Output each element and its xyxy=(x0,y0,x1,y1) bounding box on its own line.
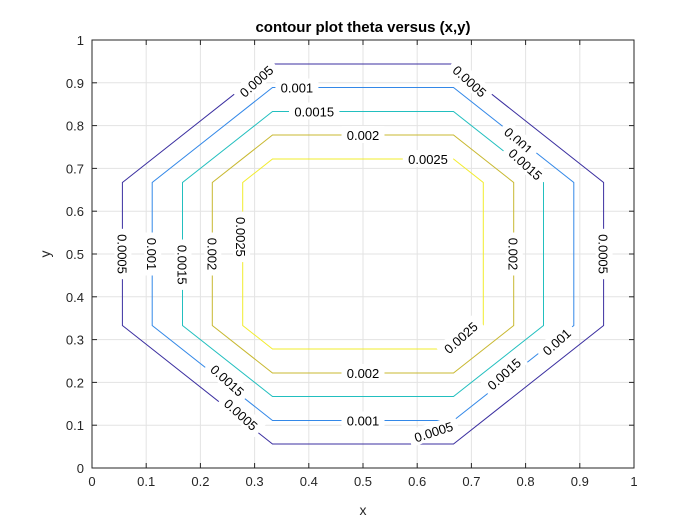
x-tick-label: 0.3 xyxy=(246,474,264,489)
contour-label-bg xyxy=(435,313,485,361)
contour-label-group: 0.0005 xyxy=(595,228,613,280)
x-axis-label: x xyxy=(360,502,367,518)
x-tick-label: 0.1 xyxy=(137,474,155,489)
contour-label-bg xyxy=(479,350,528,397)
x-tick-label: 0.5 xyxy=(354,474,372,489)
y-tick-label: 0.1 xyxy=(66,418,84,433)
contour-label-group: 0.0025 xyxy=(402,150,454,167)
y-tick-label: 0.3 xyxy=(66,333,84,348)
contour-label-0.002: 0.002 xyxy=(347,366,380,381)
contour-label-bg xyxy=(595,228,613,280)
contour-label-0.0015: 0.0015 xyxy=(294,105,334,120)
y-tick-label: 0.7 xyxy=(66,161,84,176)
contour-label-bg xyxy=(217,390,266,438)
contour-label-bg xyxy=(497,119,541,161)
contour-label-bg xyxy=(233,211,251,263)
contour-label-bg xyxy=(341,126,385,143)
y-tick-label: 0.8 xyxy=(66,119,84,134)
contour-label-group: 0.001 xyxy=(341,411,385,429)
contour-label-0.0025: 0.0025 xyxy=(233,217,248,257)
contour-label-bg xyxy=(406,415,460,447)
y-axis-label: y xyxy=(37,251,53,258)
contour-label-bg xyxy=(445,57,495,104)
contour-label-bg xyxy=(341,411,385,429)
contour-label-bg xyxy=(114,228,132,280)
contour-label-group: 0.001 xyxy=(275,78,319,96)
contour-label-bg xyxy=(204,232,222,276)
contour-label-bg xyxy=(505,232,523,276)
y-tick-label: 0.4 xyxy=(66,290,84,305)
x-tick-label: 0.8 xyxy=(517,474,535,489)
contour-label-group: 0.0025 xyxy=(233,211,251,263)
contour-label-group: 0.002 xyxy=(341,126,385,143)
x-tick-label: 0.6 xyxy=(408,474,426,489)
y-tick-label: 0.5 xyxy=(66,247,84,262)
contour-label-group: 0.002 xyxy=(204,232,222,276)
contour-line-0.0015 xyxy=(182,111,544,397)
contour-label-group: 0.001 xyxy=(144,232,162,276)
contour-label-bg xyxy=(275,78,319,96)
axis-ticks: 0 0.1 0.2 0.3 0.4 0.5 0.6 0.7 0.8 0.9 1 0 0.1 0.2 0.3 0… xyxy=(66,33,638,489)
x-tick-label: 0.9 xyxy=(571,474,589,489)
contour-label-bg xyxy=(534,320,578,363)
contour-label-bg xyxy=(289,102,340,120)
contour-label-0.001: 0.001 xyxy=(347,414,380,429)
contour-label-0.0005: 0.0005 xyxy=(596,234,611,274)
contour-label-group: 0.002 xyxy=(341,364,385,381)
contour-line-0.002 xyxy=(211,134,515,374)
y-tick-label: 0 xyxy=(77,461,84,476)
contour-label-0.002: 0.002 xyxy=(204,238,219,271)
contour-label-bg xyxy=(203,356,253,404)
contour-label-0.002: 0.002 xyxy=(506,238,521,271)
y-tick-label: 0.9 xyxy=(66,76,84,91)
contour-label-bg xyxy=(501,140,551,187)
contour-label-0.002: 0.002 xyxy=(347,128,380,143)
contour-label-group: 0.0015 xyxy=(289,102,340,120)
y-tick-label: 0.6 xyxy=(66,204,84,219)
contour-label-group: 0.002 xyxy=(505,232,523,276)
contour-label-0.001: 0.001 xyxy=(281,81,314,96)
x-tick-label: 0.7 xyxy=(462,474,480,489)
chart-title: contour plot theta versus (x,y) xyxy=(255,19,470,36)
contour-label-bg xyxy=(174,239,192,290)
contour-label-0.0005: 0.0005 xyxy=(114,234,129,274)
contour-label-0.0015: 0.0015 xyxy=(175,245,190,285)
y-tick-label: 1 xyxy=(77,33,84,48)
contour-label-bg xyxy=(231,57,281,104)
contour-label-bg xyxy=(402,150,454,167)
contour-label-0.001: 0.001 xyxy=(144,238,159,271)
x-tick-label: 0.2 xyxy=(191,474,209,489)
contour-label-group: 0.0005 xyxy=(114,228,132,280)
contour-label-bg xyxy=(144,232,162,276)
contour-label-bg xyxy=(341,364,385,381)
x-tick-label: 0.4 xyxy=(300,474,318,489)
x-tick-label: 0 xyxy=(88,474,95,489)
contour-label-group: 0.0015 xyxy=(174,239,192,290)
x-tick-label: 1 xyxy=(630,474,637,489)
y-tick-label: 0.2 xyxy=(66,375,84,390)
contour-label-0.0025: 0.0025 xyxy=(408,152,448,167)
